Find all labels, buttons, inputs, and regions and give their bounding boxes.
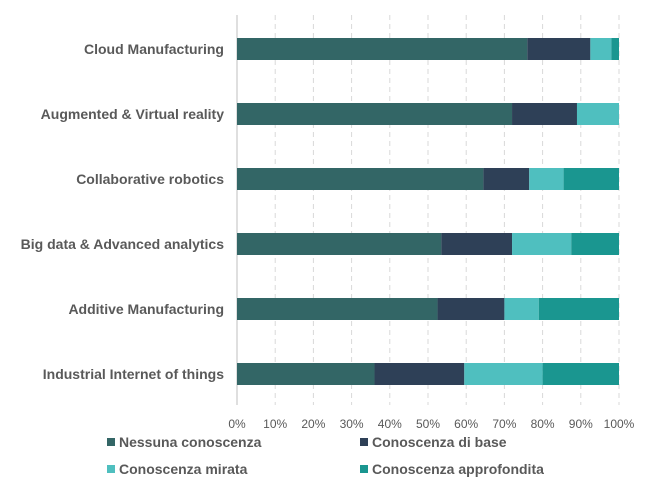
bar-collaborative-robotics-conoscenza-mirata [529,168,564,190]
x-tick-label: 70% [492,417,516,431]
x-tick-label: 40% [378,417,402,431]
category-label-augmented-and-virtual-reality: Augmented & Virtual reality [41,106,225,122]
bar-additive-manufacturing-conoscenza-mirata [504,298,539,320]
category-label-cloud-manufacturing: Cloud Manufacturing [84,41,224,57]
bar-cloud-manufacturing-conoscenza-mirata [590,38,612,60]
bar-industrial-internet-of-things-nessuna-conoscenza [237,363,375,385]
x-tick-label: 0% [228,417,246,431]
category-label-industrial-internet-of-things: Industrial Internet of things [43,366,224,382]
legend-swatch-conoscenza-di-base [360,438,368,446]
legend-label-conoscenza-approfondita: Conoscenza approfondita [372,461,544,477]
bar-additive-manufacturing-nessuna-conoscenza [237,298,438,320]
bar-augmented-and-virtual-reality-conoscenza-mirata [576,103,619,125]
legend-swatch-nessuna-conoscenza [107,438,115,446]
legend-swatch-conoscenza-approfondita [360,465,368,473]
bar-collaborative-robotics-conoscenza-approfondita [563,168,619,190]
category-label-additive-manufacturing: Additive Manufacturing [68,301,224,317]
bar-industrial-internet-of-things-conoscenza-approfondita [542,363,619,385]
x-tick-label: 20% [301,417,325,431]
legend-label-nessuna-conoscenza: Nessuna conoscenza [119,434,262,450]
x-tick-label: 10% [263,417,287,431]
category-labels: Cloud Manufacturing Augmented & Virtual r… [21,41,225,382]
x-tick-label: 50% [416,417,440,431]
category-label-collaborative-robotics: Collaborative robotics [76,171,224,187]
x-tick-labels: 0% 10% 20% 30% 40% 50% 60% 70% 80% 90% 100% [228,417,634,431]
x-tick-label: 100% [604,417,635,431]
legend-label-conoscenza-di-base: Conoscenza di base [372,434,507,450]
bar-industrial-internet-of-things-conoscenza-di-base [374,363,465,385]
x-tick-label: 80% [531,417,555,431]
bar-additive-manufacturing-conoscenza-di-base [437,298,505,320]
bar-cloud-manufacturing-conoscenza-approfondita [611,38,619,60]
bars [237,38,619,385]
bar-big-data-and-advanced-analytics-conoscenza-approfondita [571,233,619,255]
bar-big-data-and-advanced-analytics-conoscenza-mirata [512,233,572,255]
bar-industrial-internet-of-things-conoscenza-mirata [464,363,543,385]
bar-collaborative-robotics-nessuna-conoscenza [237,168,484,190]
bar-additive-manufacturing-conoscenza-approfondita [538,298,619,320]
legend: Nessuna conoscenza Conoscenza di base Cono… [107,434,544,477]
x-tick-label: 90% [569,417,593,431]
bar-cloud-manufacturing-conoscenza-di-base [527,38,591,60]
bar-augmented-and-virtual-reality-nessuna-conoscenza [237,103,513,125]
legend-label-conoscenza-mirata: Conoscenza mirata [119,461,248,477]
bar-augmented-and-virtual-reality-conoscenza-di-base [512,103,577,125]
bar-big-data-and-advanced-analytics-conoscenza-di-base [441,233,513,255]
x-tick-label: 60% [454,417,478,431]
bar-collaborative-robotics-conoscenza-di-base [483,168,530,190]
bar-cloud-manufacturing-nessuna-conoscenza [237,38,528,60]
gridlines [236,15,620,405]
bar-big-data-and-advanced-analytics-nessuna-conoscenza [237,233,442,255]
legend-swatch-conoscenza-mirata [107,465,115,473]
category-label-big-data-and-advanced-analytics: Big data & Advanced analytics [21,236,225,252]
x-tick-label: 30% [340,417,364,431]
